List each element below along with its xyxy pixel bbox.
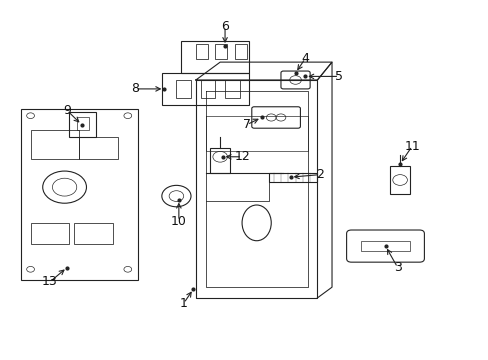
Text: 11: 11 xyxy=(404,140,419,153)
Bar xyxy=(234,44,246,59)
Bar xyxy=(176,80,191,98)
Bar xyxy=(224,80,239,98)
Bar xyxy=(389,166,409,194)
Text: 2: 2 xyxy=(315,168,323,181)
Bar xyxy=(79,137,118,158)
Bar xyxy=(201,80,215,98)
Text: 10: 10 xyxy=(171,215,186,228)
Bar xyxy=(181,41,249,73)
Text: 4: 4 xyxy=(301,52,308,65)
Bar xyxy=(162,73,249,105)
Bar xyxy=(30,223,69,244)
Text: 8: 8 xyxy=(131,82,139,95)
Text: 12: 12 xyxy=(234,150,249,163)
Bar xyxy=(77,117,89,130)
Bar xyxy=(30,130,79,158)
Text: 6: 6 xyxy=(221,20,228,33)
Bar xyxy=(69,112,96,137)
Text: 9: 9 xyxy=(63,104,71,117)
Text: 7: 7 xyxy=(243,118,250,131)
Text: 13: 13 xyxy=(42,275,58,288)
Bar xyxy=(210,148,229,173)
Text: 1: 1 xyxy=(180,297,187,310)
Bar xyxy=(215,44,227,59)
Bar xyxy=(268,173,317,182)
Bar xyxy=(74,223,113,244)
Bar xyxy=(196,44,207,59)
Text: 3: 3 xyxy=(393,261,401,274)
Bar xyxy=(361,241,409,251)
Bar xyxy=(21,109,137,280)
Text: 5: 5 xyxy=(335,70,343,83)
